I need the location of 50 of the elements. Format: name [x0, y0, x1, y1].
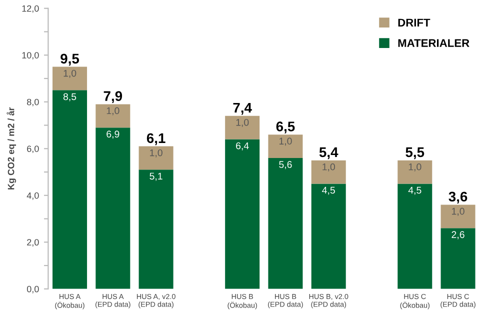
bar [311, 160, 346, 184]
bar [398, 160, 432, 184]
bar [52, 66, 88, 90]
bar [138, 146, 174, 170]
bar [440, 228, 476, 289]
y-tick-label: 8,0 [27, 98, 39, 106]
bar [268, 158, 303, 289]
data-label: 1,0 [322, 163, 335, 172]
y-axis-title: Kg CO2 eq / m2 / år [6, 107, 16, 190]
bar [268, 134, 303, 158]
data-label: 1,0 [236, 118, 249, 127]
bar [311, 184, 346, 289]
total-label: 3,6 [448, 192, 468, 204]
y-tick-label: 4,0 [26, 192, 39, 200]
y-tick-label: 12,0 [22, 5, 39, 13]
total-label: 9,5 [60, 54, 80, 66]
bar [225, 139, 260, 289]
bar [96, 128, 130, 289]
total-label: 5,5 [406, 147, 424, 160]
data-label: 1,0 [408, 163, 422, 172]
total-label: 6,1 [146, 133, 166, 146]
y-tick-label: 0,0 [26, 286, 39, 294]
y-tick-label: 2,0 [27, 239, 39, 247]
bar [440, 204, 476, 228]
bar [225, 116, 260, 140]
data-label: 1,0 [452, 208, 464, 216]
total-label: 6,5 [276, 122, 295, 134]
bar [398, 184, 432, 289]
data-label: 8,5 [63, 93, 76, 102]
data-label: 1,0 [106, 107, 120, 116]
data-label: 6,9 [106, 130, 120, 139]
legend-label: MATERIALER [398, 39, 470, 47]
total-label: 5,4 [319, 147, 338, 160]
data-label: 1,0 [150, 149, 162, 158]
total-label: 7,4 [233, 102, 252, 115]
data-label: 1,0 [64, 70, 76, 78]
data-label: 2,6 [452, 231, 464, 240]
data-label: 4,5 [408, 186, 422, 195]
bar [96, 104, 130, 128]
data-label: 4,5 [322, 186, 335, 195]
bar [138, 170, 174, 289]
data-label: 6,4 [236, 142, 249, 150]
y-tick-label: 6,0 [27, 146, 39, 154]
bar [52, 90, 88, 289]
data-label: 1,0 [279, 138, 292, 146]
total-label: 7,9 [104, 91, 122, 104]
data-label: 5,1 [150, 172, 162, 181]
y-tick-label: 10,0 [22, 52, 39, 60]
data-label: 5,6 [279, 161, 292, 170]
legend-label: DRIFT [398, 18, 430, 26]
